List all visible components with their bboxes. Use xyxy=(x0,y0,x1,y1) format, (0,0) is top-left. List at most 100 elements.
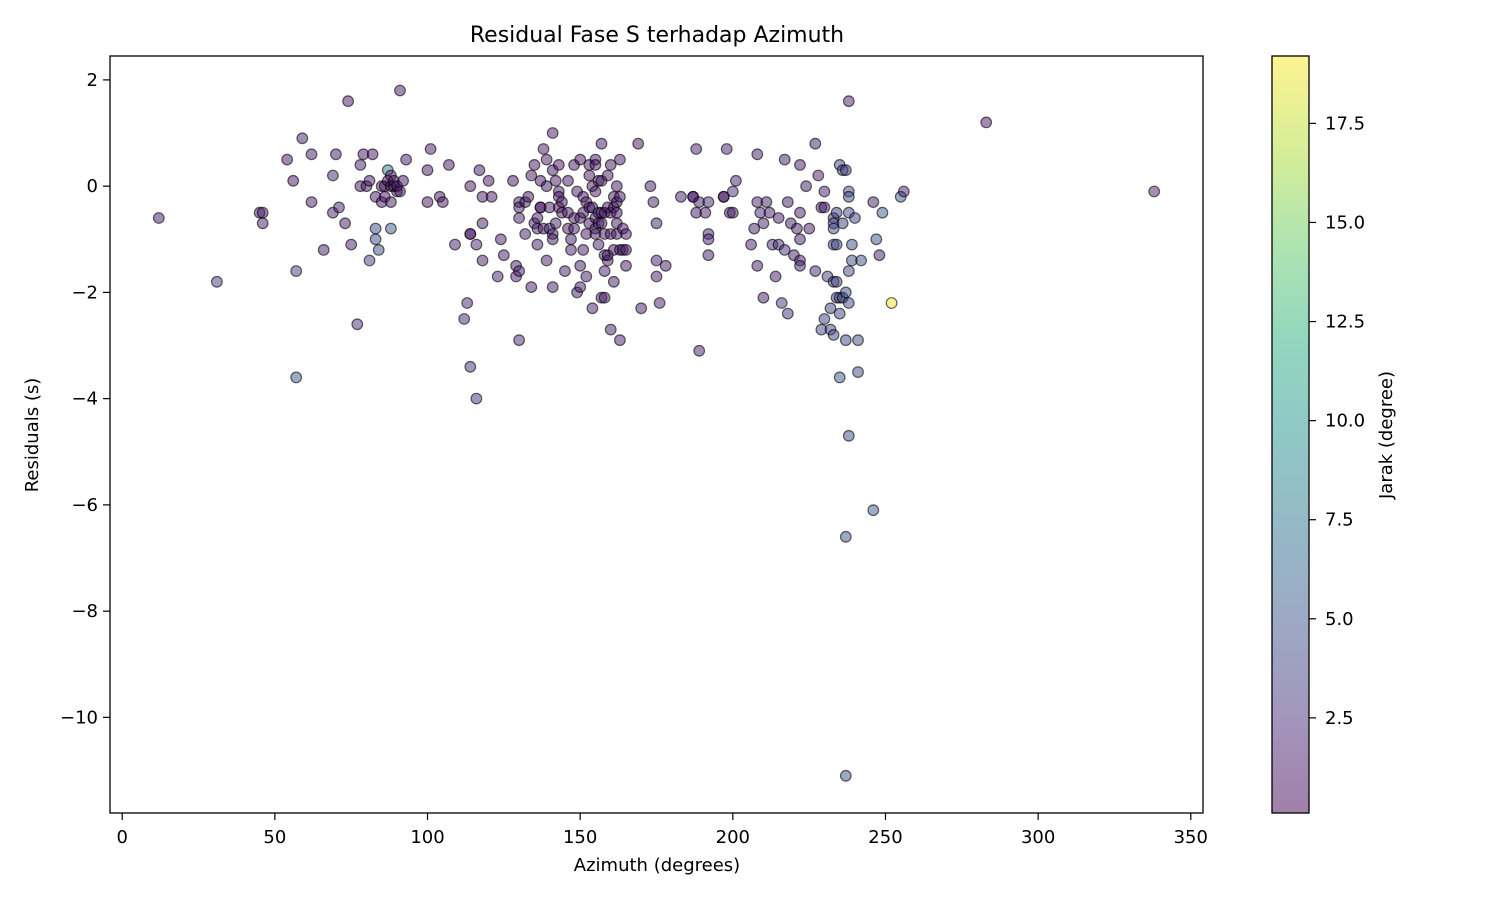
scatter-point xyxy=(363,254,376,267)
scatter-point xyxy=(531,238,544,251)
scatter-point xyxy=(522,190,535,203)
scatter-point xyxy=(369,222,382,235)
scatter-point xyxy=(421,164,434,177)
scatter-point xyxy=(855,254,867,267)
x-tick-label: 100 xyxy=(410,827,444,848)
x-axis: 0 50 100 150 200 250 300 350 xyxy=(116,813,1208,848)
scatter-point xyxy=(726,185,739,198)
scatter-point xyxy=(852,366,864,379)
scatter-point xyxy=(839,164,852,177)
scatter-point xyxy=(464,180,477,193)
colorbar-tick-label: 2.5 xyxy=(1325,708,1354,729)
colorbar-ticks: 2.5 5.0 7.5 10.0 12.5 15.0 17.5 xyxy=(1309,113,1365,729)
y-tick-label: −6 xyxy=(71,495,98,516)
x-tick-label: 250 xyxy=(868,827,902,848)
scatter-point xyxy=(507,174,519,187)
scatter-point xyxy=(546,127,559,139)
scatter-point xyxy=(833,307,846,320)
scatter-point xyxy=(421,196,434,209)
colorbar-gradient xyxy=(1272,56,1309,813)
scatter-point xyxy=(778,243,791,256)
scatter-point xyxy=(482,174,495,187)
scatter-point xyxy=(559,265,571,278)
scatter-point xyxy=(580,270,593,283)
scatter-point xyxy=(842,265,855,278)
scatter-point xyxy=(574,259,587,272)
scatter-point xyxy=(290,265,303,278)
scatter-point xyxy=(568,222,580,235)
scatter-point xyxy=(513,265,525,278)
scatter-point xyxy=(693,344,706,357)
scatter-point xyxy=(839,286,852,299)
scatter-point xyxy=(803,222,816,235)
scatter-point xyxy=(540,153,553,166)
scatter-point xyxy=(470,392,483,405)
scatter-point xyxy=(604,323,617,336)
scatter-point xyxy=(690,143,703,155)
scatter-point xyxy=(717,190,730,203)
scatter-point xyxy=(397,174,410,187)
scatter-point xyxy=(449,238,461,251)
scatter-point xyxy=(980,116,993,129)
scatter-point xyxy=(794,158,806,171)
x-tick-label: 50 xyxy=(263,827,286,848)
scatter-point xyxy=(720,143,733,155)
scatter-point xyxy=(443,158,455,171)
scatter-point xyxy=(546,233,559,246)
scatter-point xyxy=(702,196,715,209)
scatter-point xyxy=(458,313,471,325)
scatter-point xyxy=(852,334,864,347)
x-tick-label: 350 xyxy=(1174,827,1208,848)
scatter-point xyxy=(385,196,397,209)
scatter-point xyxy=(540,254,553,267)
scatter-point xyxy=(842,95,855,108)
colorbar-tick-label: 10.0 xyxy=(1325,411,1365,432)
scatter-point xyxy=(675,190,687,203)
scatter-point xyxy=(885,297,898,309)
scatter-point xyxy=(632,137,645,150)
scatter-point xyxy=(366,148,379,161)
scatter-point xyxy=(476,217,489,230)
scatter-point xyxy=(827,329,840,341)
scatter-point xyxy=(519,228,532,240)
y-tick-label: −8 xyxy=(71,601,98,622)
scatter-point xyxy=(830,238,843,251)
scatter-point xyxy=(394,84,406,97)
scatter-point xyxy=(870,233,883,246)
scatter-point xyxy=(610,180,623,193)
y-tick-label: 0 xyxy=(87,176,98,197)
scatter-point xyxy=(549,174,562,187)
scatter-point xyxy=(513,334,525,347)
scatter-point xyxy=(296,132,309,145)
scatter-point xyxy=(574,153,587,166)
scatter-point xyxy=(604,158,617,171)
scatter-point xyxy=(281,153,294,166)
scatter-point xyxy=(574,281,587,294)
scatter-point xyxy=(650,217,663,230)
scatter-point xyxy=(620,243,632,256)
scatter-point xyxy=(650,254,663,267)
scatter-point xyxy=(809,137,822,150)
scatter-point xyxy=(491,270,504,283)
scatter-point xyxy=(842,190,855,203)
scatter-point xyxy=(333,201,345,214)
scatter-point xyxy=(809,265,822,278)
scatter-point xyxy=(363,174,376,187)
scatter-point xyxy=(330,148,342,161)
x-tick-label: 200 xyxy=(716,827,750,848)
scatter-point xyxy=(830,275,843,288)
scatter-point xyxy=(342,95,355,108)
scatter-point xyxy=(839,530,852,543)
scatter-point xyxy=(775,297,788,309)
scatter-point xyxy=(839,334,852,347)
scatter-point xyxy=(287,174,300,187)
scatter-point xyxy=(702,233,715,246)
scatter-point xyxy=(614,153,626,166)
scatter-point xyxy=(763,206,776,219)
scatter-point xyxy=(818,185,831,198)
scatter-point xyxy=(152,212,165,224)
scatter-point xyxy=(781,307,794,320)
scatter-point xyxy=(497,249,510,262)
scatter-point xyxy=(1148,185,1161,198)
scatter-point xyxy=(778,153,791,166)
